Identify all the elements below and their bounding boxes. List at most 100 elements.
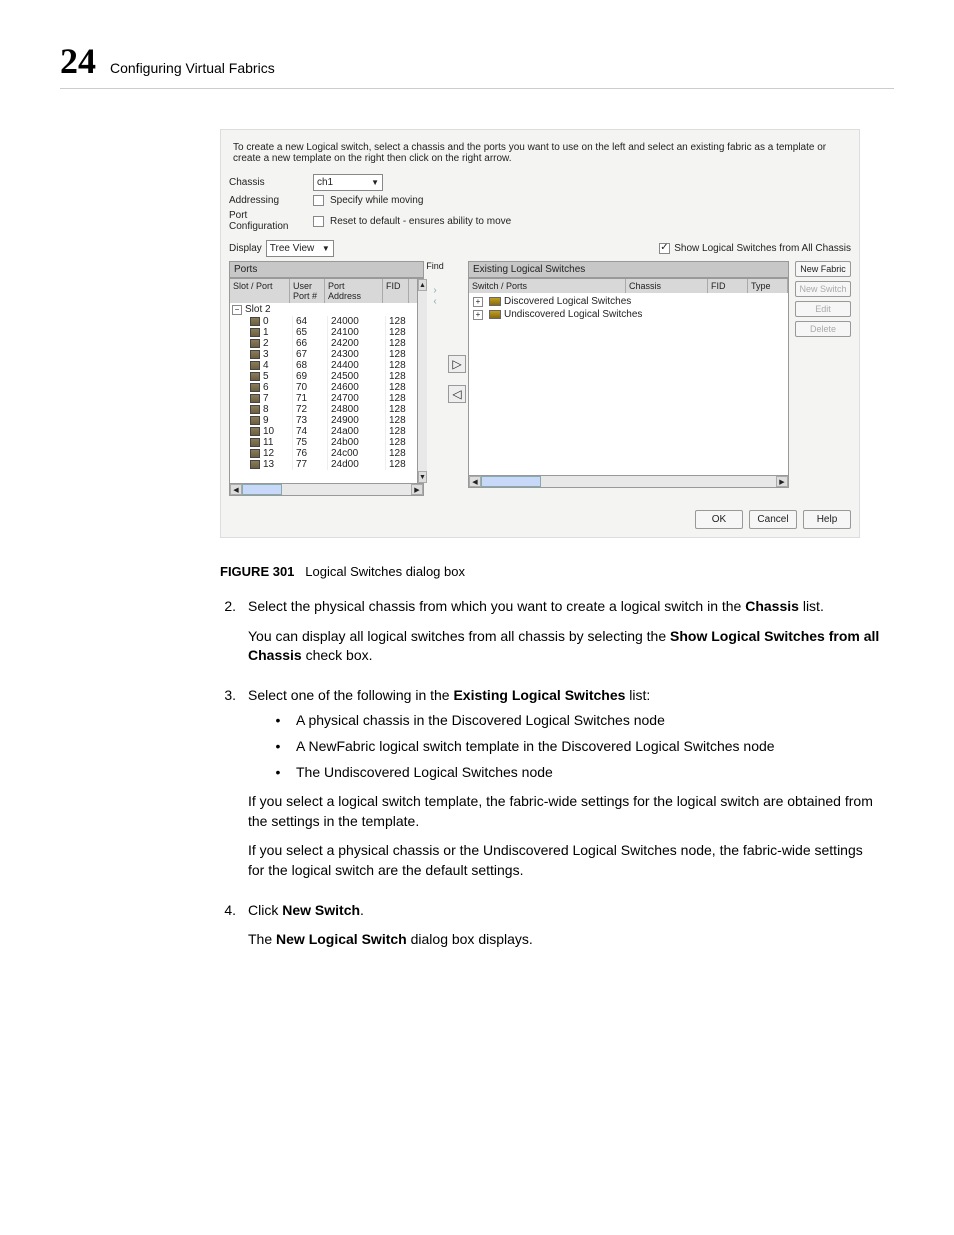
port-row[interactable]: 137724d00128 — [230, 459, 417, 470]
user-port: 75 — [292, 437, 327, 448]
slot-parent-label: Slot 2 — [245, 304, 271, 315]
fid: 128 — [385, 338, 415, 349]
port-row[interactable]: 87224800128 — [230, 404, 417, 415]
chassis-select[interactable]: ch1 ▼ — [313, 174, 383, 191]
step-4-num: 4. — [220, 901, 236, 960]
step-3-para1: If you select a logical switch template,… — [248, 792, 880, 831]
scroll-thumb[interactable] — [242, 484, 282, 495]
figure-text: Logical Switches dialog box — [305, 564, 465, 579]
user-port: 67 — [292, 349, 327, 360]
tree-node-discovered[interactable]: + Discovered Logical Switches — [473, 295, 784, 308]
port-icon — [250, 361, 260, 370]
move-right-button[interactable]: ▷ — [448, 355, 466, 373]
step-4-para-b: dialog box displays. — [407, 931, 533, 947]
step-2-text-b: list. — [799, 598, 824, 614]
scroll-thumb[interactable] — [481, 476, 541, 487]
port-address: 24d00 — [327, 459, 385, 470]
scroll-left-icon[interactable]: ◀ — [230, 484, 242, 495]
port-address: 24b00 — [327, 437, 385, 448]
col-chassis[interactable]: Chassis — [626, 279, 708, 293]
port-row[interactable]: 46824400128 — [230, 360, 417, 371]
port-row[interactable]: 127624c00128 — [230, 448, 417, 459]
step-4-bold: New Switch — [282, 902, 360, 918]
new-fabric-button[interactable]: New Fabric — [795, 261, 851, 277]
step-2-text-a: Select the physical chassis from which y… — [248, 598, 745, 614]
user-port: 70 — [292, 382, 327, 393]
col-switch[interactable]: Switch / Ports — [469, 279, 626, 293]
col-fid[interactable]: FID — [383, 279, 409, 303]
port-row[interactable]: 56924500128 — [230, 371, 417, 382]
col-slot[interactable]: Slot / Port — [230, 279, 290, 303]
slot-parent[interactable]: −Slot 2 — [230, 303, 417, 316]
ok-button[interactable]: OK — [695, 510, 743, 529]
delete-button[interactable]: Delete — [795, 321, 851, 337]
port-icon — [250, 427, 260, 436]
port-num: 1 — [263, 327, 269, 338]
transfer-column: ▷ ◁ — [446, 261, 468, 496]
portcfg-checkbox[interactable] — [313, 216, 324, 227]
port-icon — [250, 438, 260, 447]
move-left-button[interactable]: ◁ — [448, 385, 466, 403]
addressing-row: Addressing Specify while moving — [229, 195, 851, 206]
col-portaddr[interactable]: Port Address — [325, 279, 383, 303]
scroll-right-icon[interactable]: ▶ — [411, 484, 423, 495]
dialog-buttons: OK Cancel Help — [229, 510, 851, 529]
scroll-right-icon[interactable]: ▶ — [776, 476, 788, 487]
edit-button[interactable]: Edit — [795, 301, 851, 317]
port-row[interactable]: 77124700128 — [230, 393, 417, 404]
scroll-left-icon[interactable]: ◀ — [469, 476, 481, 487]
port-row[interactable]: 107424a00128 — [230, 426, 417, 437]
find-right-icon[interactable]: › — [433, 285, 436, 296]
show-all-checkbox[interactable] — [659, 243, 670, 254]
port-num: 5 — [263, 371, 269, 382]
step-4-text-b: . — [360, 902, 364, 918]
fid: 128 — [385, 382, 415, 393]
logical-switches-dialog: To create a new Logical switch, select a… — [220, 129, 860, 538]
col-fid2[interactable]: FID — [708, 279, 748, 293]
cancel-button[interactable]: Cancel — [749, 510, 797, 529]
addressing-label: Addressing — [229, 195, 307, 206]
display-select[interactable]: Tree View ▼ — [266, 240, 334, 257]
expand-icon[interactable]: + — [473, 310, 483, 320]
port-row[interactable]: 16524100128 — [230, 327, 417, 338]
port-row[interactable]: 67024600128 — [230, 382, 417, 393]
port-address: 24400 — [327, 360, 385, 371]
scroll-up-icon[interactable]: ▲ — [418, 279, 427, 291]
port-row[interactable]: 36724300128 — [230, 349, 417, 360]
step-2-para-a: You can display all logical switches fro… — [248, 628, 670, 644]
port-address: 24a00 — [327, 426, 385, 437]
port-row[interactable]: 06424000128 — [230, 316, 417, 327]
ports-scrollbar-v[interactable]: ▲ ▼ — [417, 279, 427, 483]
step-2-bold: Chassis — [745, 598, 799, 614]
fid: 128 — [385, 437, 415, 448]
bullet-3: The Undiscovered Logical Switches node — [296, 763, 553, 783]
scroll-down-icon[interactable]: ▼ — [418, 471, 427, 483]
help-button[interactable]: Help — [803, 510, 851, 529]
tree-node-undiscovered[interactable]: + Undiscovered Logical Switches — [473, 308, 784, 321]
find-left-icon[interactable]: ‹ — [433, 296, 436, 307]
expand-icon[interactable]: + — [473, 297, 483, 307]
fid: 128 — [385, 316, 415, 327]
port-icon — [250, 416, 260, 425]
collapse-icon[interactable]: − — [232, 305, 242, 315]
portcfg-label: Port Configuration — [229, 210, 307, 232]
switch-icon — [489, 297, 501, 306]
addressing-checkbox[interactable] — [313, 195, 324, 206]
fid: 128 — [385, 349, 415, 360]
col-userport[interactable]: User Port # — [290, 279, 325, 303]
switch-icon — [489, 310, 501, 319]
port-row[interactable]: 97324900128 — [230, 415, 417, 426]
port-row[interactable]: 26624200128 — [230, 338, 417, 349]
col-type[interactable]: Type — [748, 279, 788, 293]
step-3-text-b: list: — [625, 687, 650, 703]
port-row[interactable]: 117524b00128 — [230, 437, 417, 448]
action-buttons: New Fabric New Switch Edit Delete — [789, 261, 851, 496]
step-3-text-a: Select one of the following in the — [248, 687, 453, 703]
port-icon — [250, 350, 260, 359]
port-num: 9 — [263, 415, 269, 426]
user-port: 64 — [292, 316, 327, 327]
port-address: 24000 — [327, 316, 385, 327]
existing-scrollbar-h[interactable]: ◀ ▶ — [469, 475, 788, 487]
new-switch-button[interactable]: New Switch — [795, 281, 851, 297]
ports-scrollbar-h[interactable]: ◀ ▶ — [230, 483, 423, 495]
